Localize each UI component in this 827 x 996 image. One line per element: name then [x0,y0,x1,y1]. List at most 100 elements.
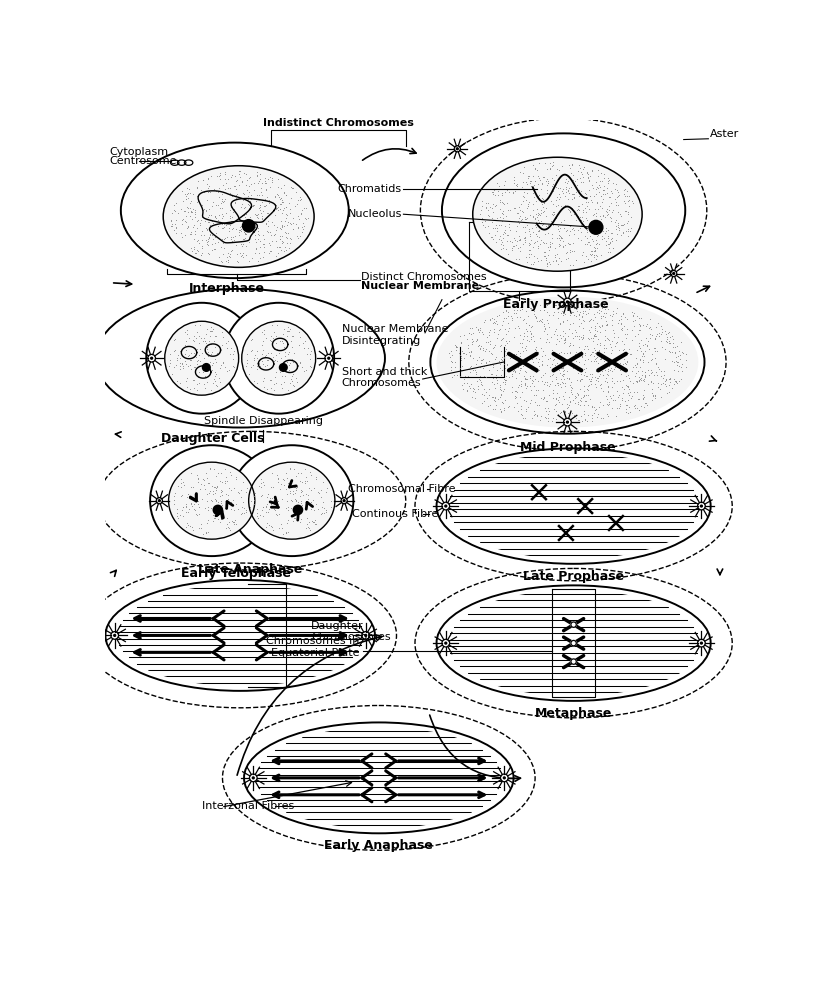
Point [291,511,304,527]
Point [258,236,271,252]
Point [616,373,629,388]
Point [523,333,536,349]
Point [526,180,539,196]
Point [662,377,676,393]
Point [541,258,554,274]
Point [563,345,576,361]
Point [499,344,512,360]
Point [585,311,598,327]
Point [509,223,523,239]
Point [599,322,612,338]
Point [444,343,457,359]
Point [215,337,228,353]
Point [630,343,643,359]
Point [558,333,571,349]
Point [593,319,606,335]
Point [540,392,553,408]
Text: Nuclear Membrane: Nuclear Membrane [361,281,479,291]
Point [500,303,513,319]
Point [651,359,664,374]
Point [647,367,660,382]
Point [512,210,525,226]
Point [554,379,567,395]
Point [595,200,609,216]
Point [170,374,184,389]
Point [645,374,658,390]
Point [286,328,299,344]
Point [265,328,278,344]
Point [566,186,580,202]
Ellipse shape [156,498,162,504]
Point [188,223,201,239]
Point [588,349,601,365]
Point [286,502,299,518]
Point [294,482,308,498]
Point [540,191,553,207]
Point [514,310,527,326]
Point [593,336,606,352]
Point [260,519,273,535]
Point [606,306,619,322]
Point [572,328,586,344]
Point [297,215,310,231]
Point [530,408,543,424]
Point [534,313,547,329]
Point [614,366,628,381]
Point [509,370,523,385]
Point [600,374,613,389]
Point [614,217,628,233]
Point [523,371,536,386]
Point [496,209,509,225]
Point [480,370,493,385]
Point [236,499,249,515]
Point [184,226,198,242]
Point [497,400,510,416]
Point [573,202,586,218]
Point [465,343,478,359]
Point [218,193,231,209]
Point [589,322,602,338]
Point [261,213,275,229]
Point [581,170,595,186]
Point [547,295,560,311]
Point [552,310,565,326]
Point [221,341,234,357]
Point [524,329,538,345]
Point [457,328,470,344]
Point [229,496,242,512]
Point [446,355,459,371]
Point [294,206,308,222]
Point [555,345,568,361]
Point [564,316,577,332]
Point [604,213,617,229]
Point [562,173,575,189]
Point [225,199,238,215]
Point [589,353,602,369]
Point [519,403,533,419]
Point [576,350,589,366]
Point [542,351,555,367]
Point [522,198,535,214]
Point [512,344,525,360]
Point [550,372,563,387]
Point [520,329,533,345]
Point [624,220,638,236]
Point [568,358,581,374]
Point [496,317,509,333]
Point [280,328,294,344]
Point [490,220,503,236]
Point [299,461,312,477]
Point [585,353,598,369]
Point [268,195,281,211]
Point [655,318,668,334]
Point [557,366,570,381]
Point [670,339,683,355]
Point [584,228,597,244]
Point [625,364,638,379]
Point [217,235,230,251]
Point [294,354,307,370]
Point [267,501,280,517]
Point [229,469,242,485]
Point [545,226,558,242]
Point [600,371,613,386]
